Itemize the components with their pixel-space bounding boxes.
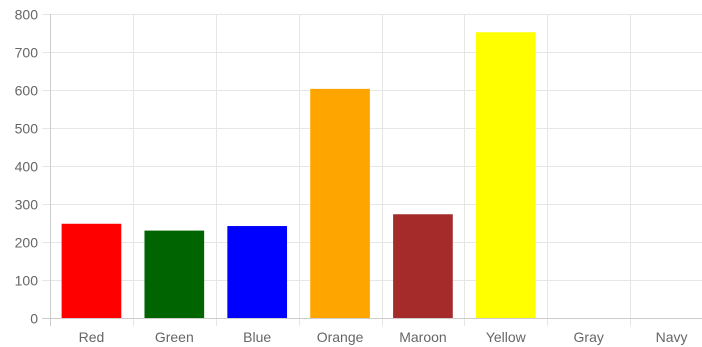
y-tick-label: 300 xyxy=(15,197,39,213)
y-tick-label: 400 xyxy=(15,159,39,175)
x-tick-label: Red xyxy=(79,329,105,345)
y-tick-label: 600 xyxy=(15,83,39,99)
y-tick-label: 0 xyxy=(30,311,38,327)
axes xyxy=(42,14,702,326)
bar-orange xyxy=(310,88,370,318)
y-tick-label: 700 xyxy=(15,45,39,61)
x-tick-label: Maroon xyxy=(399,329,446,345)
x-tick-label: Navy xyxy=(656,329,688,345)
x-tick-label: Gray xyxy=(574,329,604,345)
bar-green xyxy=(144,230,205,318)
y-tick-label: 200 xyxy=(15,235,39,251)
bar-maroon xyxy=(393,214,453,318)
y-tick-label: 800 xyxy=(15,7,39,23)
y-tick-label: 500 xyxy=(15,121,39,137)
bar-blue xyxy=(227,226,288,318)
x-tick-labels: Red Green Blue Orange Maroon Yellow Gray Navy xyxy=(79,329,688,345)
x-tick-label: Orange xyxy=(317,329,364,345)
x-tick-label: Yellow xyxy=(486,329,527,345)
bar-yellow xyxy=(475,32,536,319)
x-tick-label: Green xyxy=(155,329,194,345)
x-tick-label: Blue xyxy=(243,329,271,345)
bar-red xyxy=(61,223,122,318)
grid-lines xyxy=(42,14,702,326)
bars xyxy=(61,32,536,319)
y-tick-labels: 0 100 200 300 400 500 600 700 800 xyxy=(15,7,39,327)
y-tick-label: 100 xyxy=(15,273,39,289)
